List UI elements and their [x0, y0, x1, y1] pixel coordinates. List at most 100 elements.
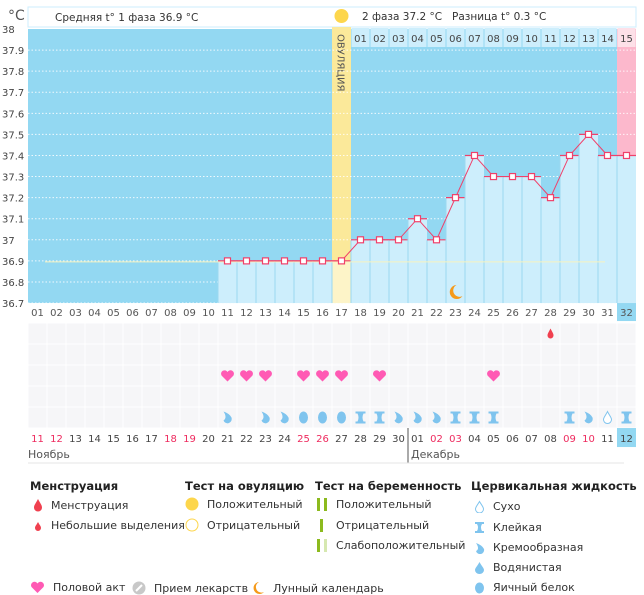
y-tick-label: 37.5: [2, 130, 24, 141]
date-label: 08: [544, 434, 557, 445]
phase2-day-label: 12: [563, 34, 576, 45]
date-label: 16: [126, 434, 139, 445]
date-label: 21: [221, 434, 234, 445]
temperature-point: [584, 130, 593, 138]
y-tick-label: 37.8: [2, 67, 24, 78]
icon-grid-cell: [617, 386, 636, 407]
date-label: 06: [506, 434, 519, 445]
ovulation-label: ОВУЛЯЦИЯ: [335, 34, 346, 92]
phase2-day-cell: [484, 28, 503, 47]
legend-ovulation-test-title: Тест на овуляцию: [185, 479, 305, 493]
phase2-day-label: 03: [392, 34, 405, 45]
icon-grid-cell: [66, 386, 85, 407]
cycle-day-label: 07: [145, 308, 158, 319]
egg-white-fluid-icon: [318, 411, 327, 424]
icon-grid-cell: [142, 365, 161, 386]
sun-filled-icon: [185, 497, 199, 511]
date-label: 01: [411, 434, 424, 445]
creamy-drop-icon: [476, 543, 485, 554]
temperature-point: [489, 172, 498, 181]
icon-grid-cell: [522, 365, 541, 386]
icon-grid-cell: [313, 344, 332, 365]
phase2-day-cell: [389, 28, 408, 47]
icon-grid-cell: [427, 323, 446, 344]
cycle-day-label: 29: [563, 308, 576, 319]
phase2-day-cell: [560, 28, 579, 47]
cycle-day-label: 20: [392, 308, 405, 319]
icon-grid-cell: [199, 386, 218, 407]
icon-grid-cell: [427, 365, 446, 386]
icon-grid-cell: [275, 344, 294, 365]
icon-grid-cell: [560, 386, 579, 407]
legend-pregnancy-positive: Положительный: [316, 498, 432, 511]
bbt-chart: °C Средняя t° 1 фаза 36.9 °C 2 фаза 37.2 °…: [2, 6, 637, 464]
temperature-bar: [427, 239, 446, 304]
icon-grid-cell: [351, 386, 370, 407]
icon-grid-cell: [256, 344, 275, 365]
date-label: 29: [373, 434, 386, 445]
cycle-day-label: 14: [278, 308, 291, 319]
icon-grid-cell: [446, 344, 465, 365]
icon-grid-cell: [351, 323, 370, 344]
temperature-point: [280, 257, 289, 265]
icon-grid-cell: [465, 323, 484, 344]
icon-grid-cell: [522, 344, 541, 365]
temperature-point: [299, 257, 308, 265]
phase2-day-cell: [598, 28, 617, 47]
y-tick-label: 37.1: [2, 215, 24, 226]
date-label: 18: [164, 434, 177, 445]
icon-grid-cell: [427, 344, 446, 365]
icon-grid-cell: [503, 344, 522, 365]
icon-grid-cell: [408, 344, 427, 365]
cycle-day-label: 28: [544, 308, 557, 319]
moon-icon: [449, 285, 463, 300]
temperature-bar: [446, 197, 465, 304]
icon-grid-cell: [104, 344, 123, 365]
y-tick-label: 37.9: [2, 46, 24, 57]
temperature-bar: [617, 155, 636, 304]
icon-grid-cell: [370, 323, 389, 344]
icon-grid-cell: [560, 323, 579, 344]
y-tick-label: 37.6: [2, 109, 24, 120]
temperature-bar: [218, 260, 237, 304]
phase2-day-label: 13: [582, 34, 595, 45]
creamy-fluid-icon: [413, 411, 422, 424]
icon-grid-cell: [389, 365, 408, 386]
icon-grid-cell: [123, 407, 142, 428]
icon-grid-cell: [28, 386, 47, 407]
icon-grid-cell: [142, 323, 161, 344]
icon-grid-cell: [598, 365, 617, 386]
icon-grid-cell: [28, 407, 47, 428]
icon-grid-cell: [370, 386, 389, 407]
icon-grid-cell: [351, 365, 370, 386]
phase2-day-cell: [617, 28, 636, 47]
icon-grid-cell: [446, 386, 465, 407]
icon-grid-cell: [237, 407, 256, 428]
icon-grid-cell: [66, 365, 85, 386]
icon-grid-cell: [218, 323, 237, 344]
cycle-day-label: 17: [335, 308, 348, 319]
legend-fluid-sticky: Клейкая: [474, 521, 542, 534]
phase1-average: Средняя t° 1 фаза 36.9 °C: [55, 12, 198, 24]
icon-grid-cell: [66, 344, 85, 365]
date-label: 15: [107, 434, 120, 445]
icon-grid-cell: [218, 386, 237, 407]
icon-grid-cell: [85, 386, 104, 407]
icon-grid-cell: [28, 365, 47, 386]
icon-grid-cell: [47, 407, 66, 428]
icon-grid-cell: [123, 386, 142, 407]
icon-grid-cell: [484, 323, 503, 344]
legend-spotting: Небольшие выделения: [33, 518, 185, 532]
cycle-day-label: 16: [316, 308, 329, 319]
icon-grid-cell: [104, 386, 123, 407]
temperature-point: [394, 236, 403, 244]
cycle-day-label: 30: [582, 308, 595, 319]
cycle-day-label: 11: [221, 308, 234, 319]
temperature-point: [223, 257, 232, 265]
legend-pregnancy-negative: Отрицательный: [316, 519, 429, 532]
current-day-highlight: [617, 303, 636, 322]
hourglass-icon: [475, 522, 484, 533]
heart-icon: [487, 370, 500, 382]
egg-white-fluid-icon: [299, 411, 308, 424]
egg-icon: [475, 582, 484, 594]
